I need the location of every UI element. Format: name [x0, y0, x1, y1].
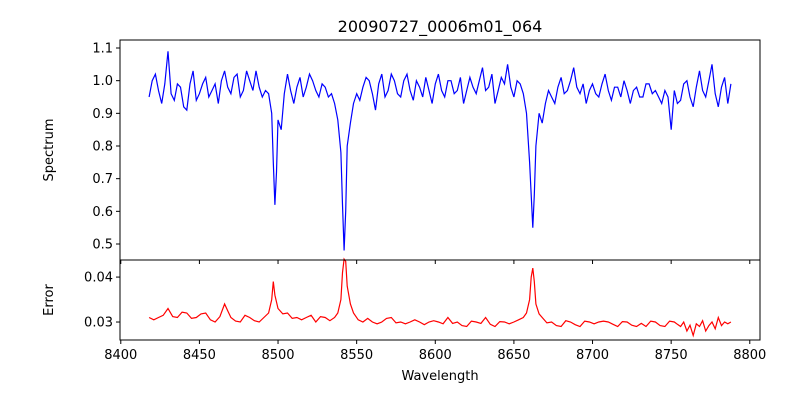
y-tick-label: 0.9	[92, 107, 113, 122]
y-tick-label: 0.04	[84, 271, 113, 286]
x-tick-label: 8600	[419, 348, 452, 363]
y-tick-label: 0.03	[84, 316, 113, 331]
chart-title: 20090727_0006m01_064	[338, 17, 543, 37]
x-tick-label: 8400	[104, 348, 137, 363]
x-tick-label: 8750	[655, 348, 688, 363]
spectrum-panel: 0.5 0.6 0.7 0.8 0.9 1.0 1.1	[92, 39, 761, 264]
y-tick-label: 1.0	[92, 74, 113, 89]
y-tick-label: 0.6	[92, 205, 113, 220]
y-tick-label: 0.5	[92, 237, 113, 252]
y-tick-label: 0.7	[92, 172, 113, 187]
x-tick-label: 8700	[576, 348, 609, 363]
spectrum-y-label: Spectrum	[42, 119, 57, 182]
error-y-label: Error	[42, 284, 57, 316]
x-axis-label: Wavelength	[401, 369, 478, 384]
y-tick-label: 1.1	[92, 42, 113, 57]
x-tick-label: 8450	[183, 348, 216, 363]
axes-frame	[119, 39, 761, 261]
x-tick-label: 8500	[261, 348, 294, 363]
spectrum-line	[148, 51, 732, 251]
x-tick-label: 8650	[497, 348, 530, 363]
error-panel: 0.03 0.04 8400 8450 8500 8550 8600 8650 8700 8750…	[84, 257, 766, 363]
axes-frame	[119, 259, 761, 341]
x-tick-label: 8800	[733, 348, 766, 363]
y-tick-label: 0.8	[92, 139, 113, 154]
error-line	[148, 257, 732, 338]
x-tick-label: 8550	[340, 348, 373, 363]
